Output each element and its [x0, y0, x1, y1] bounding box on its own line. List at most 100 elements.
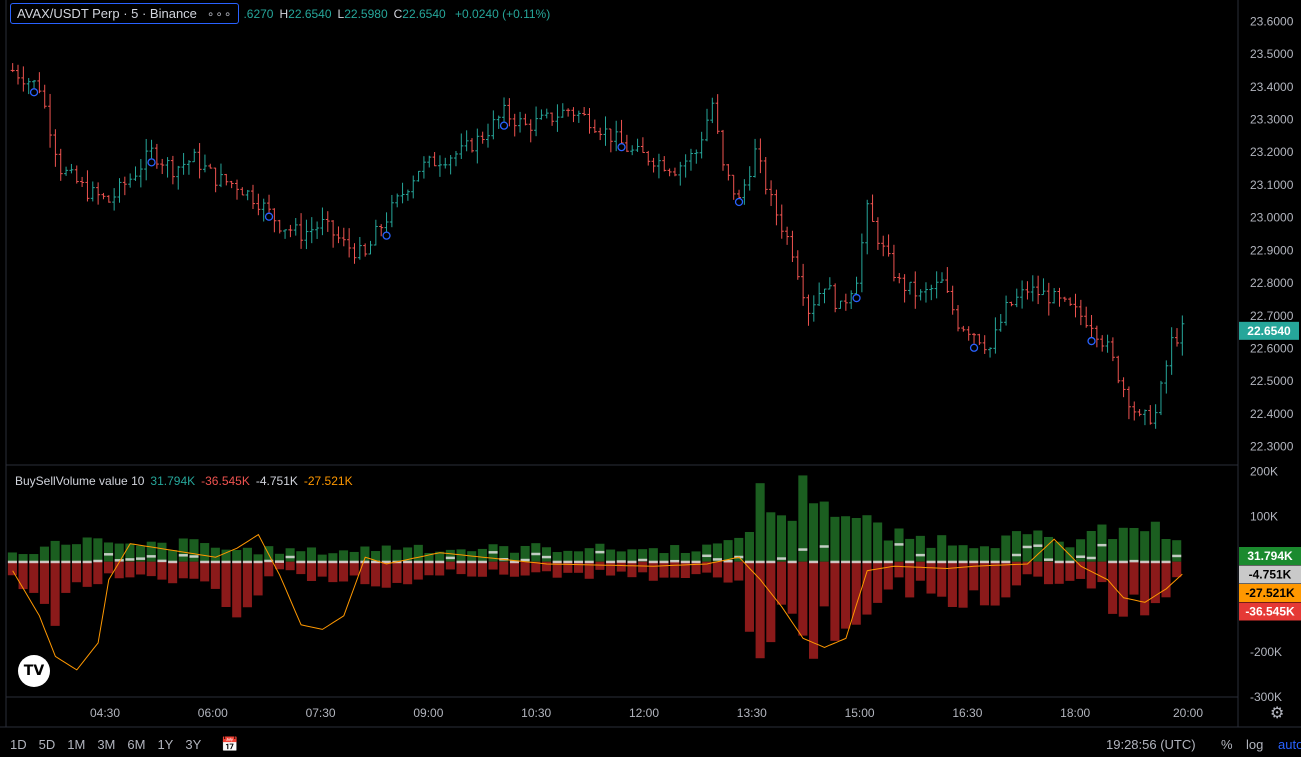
ohlc-bar[interactable] [309, 217, 314, 244]
ohlc-bar[interactable] [608, 128, 613, 153]
ohlc-bar[interactable] [379, 224, 384, 237]
signal-marker[interactable] [29, 88, 39, 97]
ohlc-bar[interactable] [753, 138, 758, 178]
ohlc-bar[interactable] [854, 276, 859, 295]
ohlc-bar[interactable] [550, 112, 555, 126]
ohlc-bar[interactable] [630, 145, 635, 156]
ohlc-bar[interactable] [304, 219, 309, 250]
log-toggle[interactable]: log [1246, 737, 1264, 752]
signal-marker[interactable] [499, 121, 509, 130]
ohlc-bar[interactable] [1025, 281, 1030, 300]
ohlc-bar[interactable] [202, 154, 207, 173]
ohlc-bar[interactable] [897, 273, 902, 284]
ohlc-bar[interactable] [1057, 287, 1062, 307]
ohlc-bar[interactable] [881, 235, 886, 257]
ohlc-bar[interactable] [1089, 314, 1094, 338]
ohlc-bar[interactable] [1132, 401, 1137, 421]
tf-3m[interactable]: 3M [97, 737, 116, 752]
ohlc-bar[interactable] [459, 133, 464, 159]
ohlc-bar[interactable] [806, 294, 811, 326]
signal-marker[interactable] [147, 158, 156, 167]
ohlc-bar[interactable] [523, 113, 528, 126]
ohlc-bar[interactable] [208, 163, 213, 169]
gear-icon[interactable]: ⚙ [1270, 705, 1285, 722]
ohlc-bar[interactable] [929, 284, 934, 301]
ohlc-bar[interactable] [1020, 280, 1025, 309]
ohlc-bar[interactable] [907, 281, 912, 295]
ohlc-bar[interactable] [843, 293, 848, 311]
ohlc-bar[interactable] [261, 198, 266, 222]
ohlc-bar[interactable] [475, 128, 480, 164]
ohlc-bar[interactable] [1046, 282, 1051, 316]
ohlc-bar[interactable] [715, 94, 720, 134]
ohlc-bar[interactable] [785, 226, 790, 245]
ohlc-bar[interactable] [758, 138, 763, 174]
ohlc-bar[interactable] [170, 155, 175, 185]
ohlc-bar[interactable] [886, 234, 891, 257]
ohlc-bar[interactable] [998, 314, 1003, 332]
ohlc-bar[interactable] [101, 192, 106, 200]
ohlc-bar[interactable] [69, 163, 74, 174]
ohlc-bar[interactable] [635, 138, 640, 152]
ohlc-bar[interactable] [160, 158, 165, 175]
ohlc-bar[interactable] [363, 243, 368, 257]
ohlc-bar[interactable] [341, 227, 346, 247]
ohlc-bar[interactable] [1110, 337, 1115, 362]
ohlc-bar[interactable] [688, 148, 693, 171]
ohlc-bar[interactable] [469, 138, 474, 153]
ohlc-bar[interactable] [950, 285, 955, 315]
ohlc-bar[interactable] [1153, 404, 1158, 429]
ohlc-bar[interactable] [1094, 325, 1099, 348]
ohlc-bar[interactable] [90, 181, 95, 202]
ohlc-bar[interactable] [704, 108, 709, 142]
ohlc-bar[interactable] [518, 111, 523, 133]
ohlc-bar[interactable] [534, 106, 539, 137]
ohlc-bar[interactable] [742, 179, 747, 205]
ohlc-bar[interactable] [747, 166, 752, 191]
ohlc-bar[interactable] [176, 165, 181, 190]
tradingview-logo-icon[interactable]: TV [18, 655, 50, 687]
ohlc-bar[interactable] [1169, 327, 1174, 375]
ohlc-bar[interactable] [133, 166, 138, 181]
ohlc-bar[interactable] [218, 163, 223, 188]
ohlc-bar[interactable] [875, 217, 880, 250]
ohlc-bar[interactable] [891, 244, 896, 282]
ohlc-bar[interactable] [277, 219, 282, 234]
ohlc-bar[interactable] [464, 130, 469, 152]
ohlc-bar[interactable] [42, 84, 47, 109]
symbol-selector[interactable]: AVAX/USDT Perp · 5 · Binance ∘∘∘ [10, 3, 240, 24]
ohlc-bar[interactable] [582, 107, 587, 116]
ohlc-bar[interactable] [240, 187, 245, 196]
ohlc-bar[interactable] [1137, 409, 1142, 417]
ohlc-bar[interactable] [245, 189, 250, 201]
ohlc-bar[interactable] [10, 63, 15, 73]
ohlc-bar[interactable] [58, 148, 63, 181]
utc-clock[interactable]: 19:28:56 (UTC) [1106, 737, 1196, 752]
ohlc-bar[interactable] [769, 180, 774, 206]
ohlc-bar[interactable] [368, 240, 373, 255]
ohlc-bar[interactable] [1084, 306, 1089, 328]
ohlc-bar[interactable] [598, 127, 603, 141]
ohlc-bar[interactable] [966, 326, 971, 341]
signal-marker[interactable] [1087, 336, 1096, 346]
ohlc-bar[interactable] [16, 64, 21, 85]
percent-toggle[interactable]: % [1221, 737, 1233, 752]
ohlc-bar[interactable] [822, 288, 827, 304]
ohlc-bar[interactable] [1100, 335, 1105, 352]
ohlc-bar[interactable] [26, 77, 31, 95]
ohlc-bar[interactable] [21, 66, 26, 92]
ohlc-bar[interactable] [405, 189, 410, 201]
ohlc-bar[interactable] [1014, 288, 1019, 308]
ohlc-bar[interactable] [587, 108, 592, 134]
ohlc-bar[interactable] [352, 243, 357, 264]
ohlc-bar[interactable] [972, 332, 977, 344]
ohlc-bar[interactable] [801, 263, 806, 306]
ohlc-bar[interactable] [336, 226, 341, 244]
ohlc-bar[interactable] [37, 72, 42, 94]
tf-1d[interactable]: 1D [10, 737, 27, 752]
ohlc-bar[interactable] [763, 157, 768, 195]
tf-6m[interactable]: 6M [127, 737, 146, 752]
ohlc-bar[interactable] [453, 150, 458, 167]
ohlc-bar[interactable] [982, 335, 987, 354]
ohlc-bar[interactable] [293, 217, 298, 236]
